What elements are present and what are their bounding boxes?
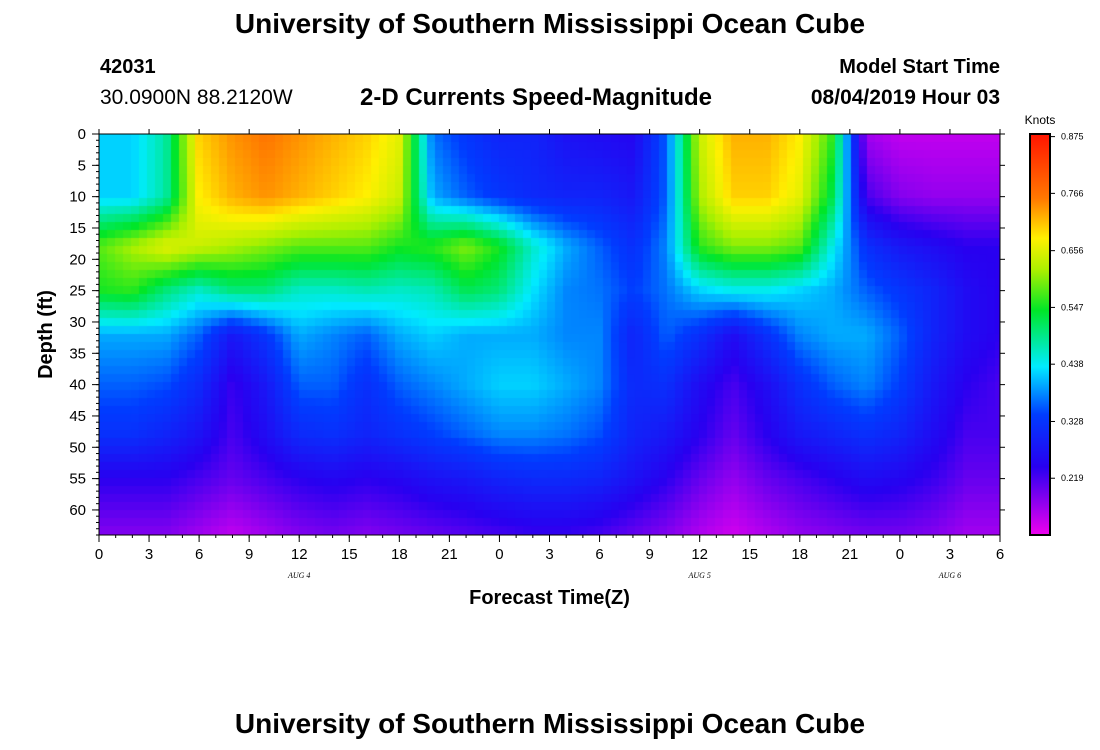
x-tick-label: 9 (245, 546, 253, 563)
heatmap-plot-area (99, 134, 1000, 535)
y-tick-label: 10 (69, 189, 86, 206)
colorbar-tick-label: 0.766 (1061, 188, 1084, 198)
x-tick-label: 3 (545, 546, 553, 563)
x-tick-label: 6 (996, 546, 1004, 563)
date-label: AUG 5 (687, 571, 710, 580)
page-title: University of Southern Mississippi Ocean… (234, 8, 866, 39)
colorbar-tick-label: 0.328 (1061, 416, 1084, 426)
model-start-label: Model Start Time (839, 56, 1000, 78)
x-tick-label: 0 (495, 546, 503, 563)
y-axis-title: Depth (ft) (35, 290, 57, 379)
x-tick-label: 6 (595, 546, 603, 563)
y-tick-label: 15 (69, 220, 86, 237)
x-tick-label: 12 (291, 546, 308, 563)
x-tick-label: 6 (195, 546, 203, 563)
y-tick-label: 45 (69, 408, 86, 425)
colorbar-tick-label: 0.656 (1061, 246, 1084, 256)
colorbar-tick-label: 0.875 (1061, 132, 1084, 142)
y-tick-label: 50 (69, 439, 86, 456)
y-tick-label: 25 (69, 283, 86, 300)
station-coordinates: 30.0900N 88.2120W (100, 86, 293, 109)
station-id: 42031 (100, 56, 156, 78)
colorbar-tick-label: 0.438 (1061, 359, 1084, 369)
x-tick-label: 9 (645, 546, 653, 563)
date-label: AUG 4 (287, 571, 310, 580)
x-tick-label: 18 (791, 546, 808, 563)
x-tick-label: 15 (341, 546, 358, 563)
plot-frame (98, 133, 1001, 536)
x-axis-title: Forecast Time(Z) (469, 587, 630, 609)
x-tick-label: 21 (841, 546, 858, 563)
model-start-value: 08/04/2019 Hour 03 (810, 86, 1000, 109)
y-tick-label: 0 (78, 126, 86, 143)
y-tick-label: 60 (69, 502, 86, 519)
y-tick-label: 30 (69, 314, 86, 331)
colorbar-label: Knots (1025, 113, 1056, 127)
y-tick-label: 40 (69, 377, 86, 394)
x-tick-label: 18 (391, 546, 408, 563)
y-tick-label: 55 (69, 471, 86, 488)
footer-title: University of Southern Mississippi Ocean… (234, 708, 866, 739)
x-tick-label: 15 (741, 546, 758, 563)
x-tick-label: 12 (691, 546, 708, 563)
x-tick-label: 0 (896, 546, 904, 563)
colorbar (1029, 133, 1051, 536)
chart-title: 2-D Currents Speed-Magnitude (360, 84, 713, 111)
colorbar-tick-label: 0.547 (1061, 302, 1084, 312)
y-tick-label: 20 (69, 251, 86, 268)
x-tick-label: 3 (946, 546, 954, 563)
x-tick-label: 3 (145, 546, 153, 563)
date-label: AUG 6 (938, 571, 961, 580)
y-tick-label: 5 (78, 157, 86, 174)
x-tick-label: 0 (95, 546, 103, 563)
colorbar-tick-label: 0.219 (1061, 473, 1084, 483)
y-tick-label: 35 (69, 345, 86, 362)
x-tick-label: 21 (441, 546, 458, 563)
